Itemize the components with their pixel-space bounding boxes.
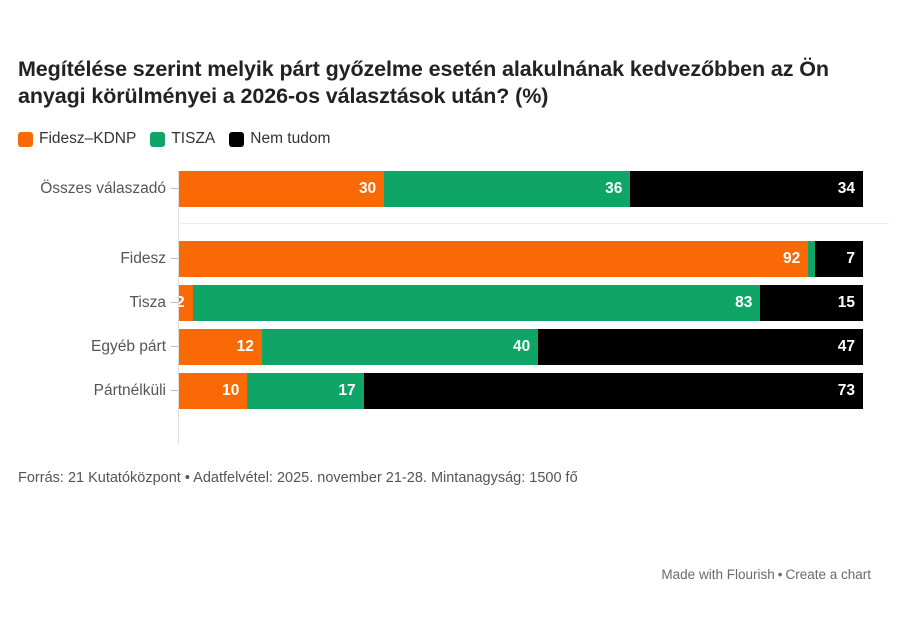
bar-segment[interactable]: 36 xyxy=(384,171,631,207)
plot-area: Összes válaszadó 30 36 34 Fidesz 92 7 Tisza 2 83 1… xyxy=(18,171,889,444)
legend-item[interactable]: Fidesz–KDNP xyxy=(18,130,136,148)
bar-segment-value: 12 xyxy=(236,338,254,355)
stacked-bar: 2 83 15 xyxy=(179,285,863,321)
bar-segment-value: 83 xyxy=(735,294,753,311)
bar-segment[interactable]: 2 xyxy=(179,285,193,321)
stacked-bar: 12 40 47 xyxy=(179,329,863,365)
bar-segment-value: 34 xyxy=(837,180,855,197)
bar-segment-value: 73 xyxy=(837,382,855,399)
flourish-credit: Made with Flourish • Create a chart xyxy=(661,567,871,582)
bar-row: Tisza 2 83 15 xyxy=(18,285,889,321)
legend-item-label: TISZA xyxy=(171,130,216,147)
bar-segment-value: 10 xyxy=(222,382,240,399)
square-swatch-icon xyxy=(150,131,166,147)
chart-legend: Fidesz–KDNP TISZA Nem tudom xyxy=(18,128,889,150)
stacked-bar: 10 17 73 xyxy=(179,373,863,409)
axis-tick-mark xyxy=(171,188,178,189)
bar-rows: Összes válaszadó 30 36 34 Fidesz 92 7 Tisza 2 83 1… xyxy=(18,171,889,409)
bar-segment[interactable]: 73 xyxy=(363,373,863,409)
legend-item-label: Fidesz–KDNP xyxy=(39,130,137,147)
bar-segment-value: 36 xyxy=(605,180,623,197)
y-axis-line xyxy=(178,171,179,444)
bar-row-label: Tisza xyxy=(129,294,166,311)
bar-segment[interactable]: 17 xyxy=(247,373,364,409)
bar-segment-value: 7 xyxy=(846,250,855,267)
square-swatch-icon xyxy=(229,131,245,147)
bar-row: Pártnélküli 10 17 73 xyxy=(18,373,889,409)
bar-row: Egyéb párt 12 40 47 xyxy=(18,329,889,365)
bar-segment[interactable]: 34 xyxy=(630,171,863,207)
bar-segment-value: 30 xyxy=(358,180,377,197)
axis-tick-mark xyxy=(171,302,178,303)
axis-tick-mark xyxy=(171,390,178,391)
credit-separator: • xyxy=(777,567,783,582)
bar-segment[interactable]: 10 xyxy=(179,373,248,409)
bar-segment[interactable]: 7 xyxy=(815,241,863,277)
axis-tick-mark xyxy=(171,346,178,347)
bar-segment[interactable]: 92 xyxy=(179,241,809,277)
bar-segment-value: 15 xyxy=(837,294,855,311)
bar-segment[interactable]: 15 xyxy=(760,285,863,321)
chart-title: Megítélése szerint melyik párt győzelme … xyxy=(18,57,829,108)
made-with-flourish-link[interactable]: Made with Flourish xyxy=(661,567,775,582)
axis-tick-mark xyxy=(171,258,178,259)
bar-row-label: Pártnélküli xyxy=(93,382,166,399)
stacked-bar: 92 7 xyxy=(179,241,863,277)
create-a-chart-link[interactable]: Create a chart xyxy=(785,567,871,582)
stacked-bar: 30 36 34 xyxy=(179,171,863,207)
group-gap xyxy=(18,207,889,241)
group-separator-line xyxy=(178,223,889,224)
bar-row-label: Fidesz xyxy=(120,250,166,267)
legend-item-label: Nem tudom xyxy=(250,130,331,147)
bar-segment[interactable]: 12 xyxy=(179,329,262,365)
bar-segment-value: 47 xyxy=(837,338,855,355)
bar-segment[interactable]: 83 xyxy=(192,285,761,321)
bar-segment-value: 92 xyxy=(783,250,801,267)
legend-item[interactable]: Nem tudom xyxy=(229,130,330,148)
bar-row: Fidesz 92 7 xyxy=(18,241,889,277)
bar-segment[interactable]: 47 xyxy=(538,329,863,365)
square-swatch-icon xyxy=(18,131,33,147)
bar-row: Összes válaszadó 30 36 34 xyxy=(18,171,889,207)
source-note: Forrás: 21 Kutatóközpont • Adatfelvétel:… xyxy=(18,470,578,486)
bar-row-label: Összes válaszadó xyxy=(40,180,166,197)
bar-segment[interactable]: 40 xyxy=(261,329,539,365)
bar-segment-value: 17 xyxy=(338,382,356,399)
bar-segment-value: 40 xyxy=(513,338,531,355)
bar-segment[interactable]: 30 xyxy=(179,171,385,207)
bar-row-label: Egyéb párt xyxy=(91,338,166,355)
bar-segment[interactable] xyxy=(808,241,816,277)
legend-item[interactable]: TISZA xyxy=(150,130,215,148)
bar-segment-value: 2 xyxy=(179,294,185,311)
